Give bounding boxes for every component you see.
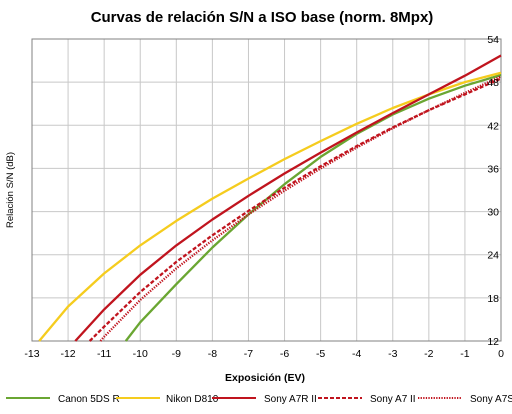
x-tick-label: -5 (316, 348, 325, 360)
x-tick-label: -1 (460, 348, 469, 360)
series-line (124, 73, 502, 342)
x-tick-label: -11 (97, 348, 112, 360)
x-tick-label: -8 (208, 348, 217, 360)
plot-frame (31, 38, 502, 342)
x-tick-label: -3 (388, 348, 397, 360)
x-tick-label: 0 (498, 348, 504, 360)
legend-label: Sony A7S II (470, 394, 512, 405)
x-axis-ticks: -13 -12 -11 -10 -9 -8 -7 -6 -5 -4 -3 -2 -1 0 (24, 348, 504, 360)
y-axis-label: Relación S/N (dB) (5, 152, 16, 228)
series-line (99, 75, 502, 342)
y-tick-label: 24 (487, 250, 499, 262)
x-tick-label: -4 (352, 348, 361, 360)
x-tick-label: -10 (133, 348, 148, 360)
series-line (88, 77, 502, 342)
y-tick-label: 42 (487, 120, 499, 132)
x-axis-label: Exposición (EV) (225, 372, 305, 384)
y-axis-ticks: 12 18 24 30 36 42 48 54 (487, 34, 499, 348)
series-line (74, 54, 502, 342)
y-tick-label: 54 (487, 34, 499, 46)
y-tick-label: 36 (487, 163, 499, 175)
series-group (38, 54, 502, 342)
legend-label: Sony A7R II (264, 394, 317, 405)
grid (31, 38, 502, 342)
y-tick-label: 12 (487, 336, 499, 348)
legend-label: Canon 5DS R (58, 394, 120, 405)
y-tick-label: 18 (487, 293, 499, 305)
x-tick-label: -9 (172, 348, 181, 360)
y-tick-label: 30 (487, 207, 499, 219)
chart-title: Curvas de relación S/N a ISO base (norm.… (91, 9, 434, 26)
legend-label: Nikon D810 (166, 394, 219, 405)
series-line (38, 71, 502, 342)
legend: Canon 5DS R Nikon D810 Sony A7R II Sony A7 … (6, 394, 512, 405)
x-tick-label: -12 (60, 348, 75, 360)
x-tick-label: -6 (280, 348, 289, 360)
x-tick-label: -2 (424, 348, 433, 360)
x-tick-label: -13 (24, 348, 39, 360)
y-tick-label: 48 (487, 77, 499, 89)
x-tick-label: -7 (244, 348, 253, 360)
legend-label: Sony A7 II (370, 394, 416, 405)
